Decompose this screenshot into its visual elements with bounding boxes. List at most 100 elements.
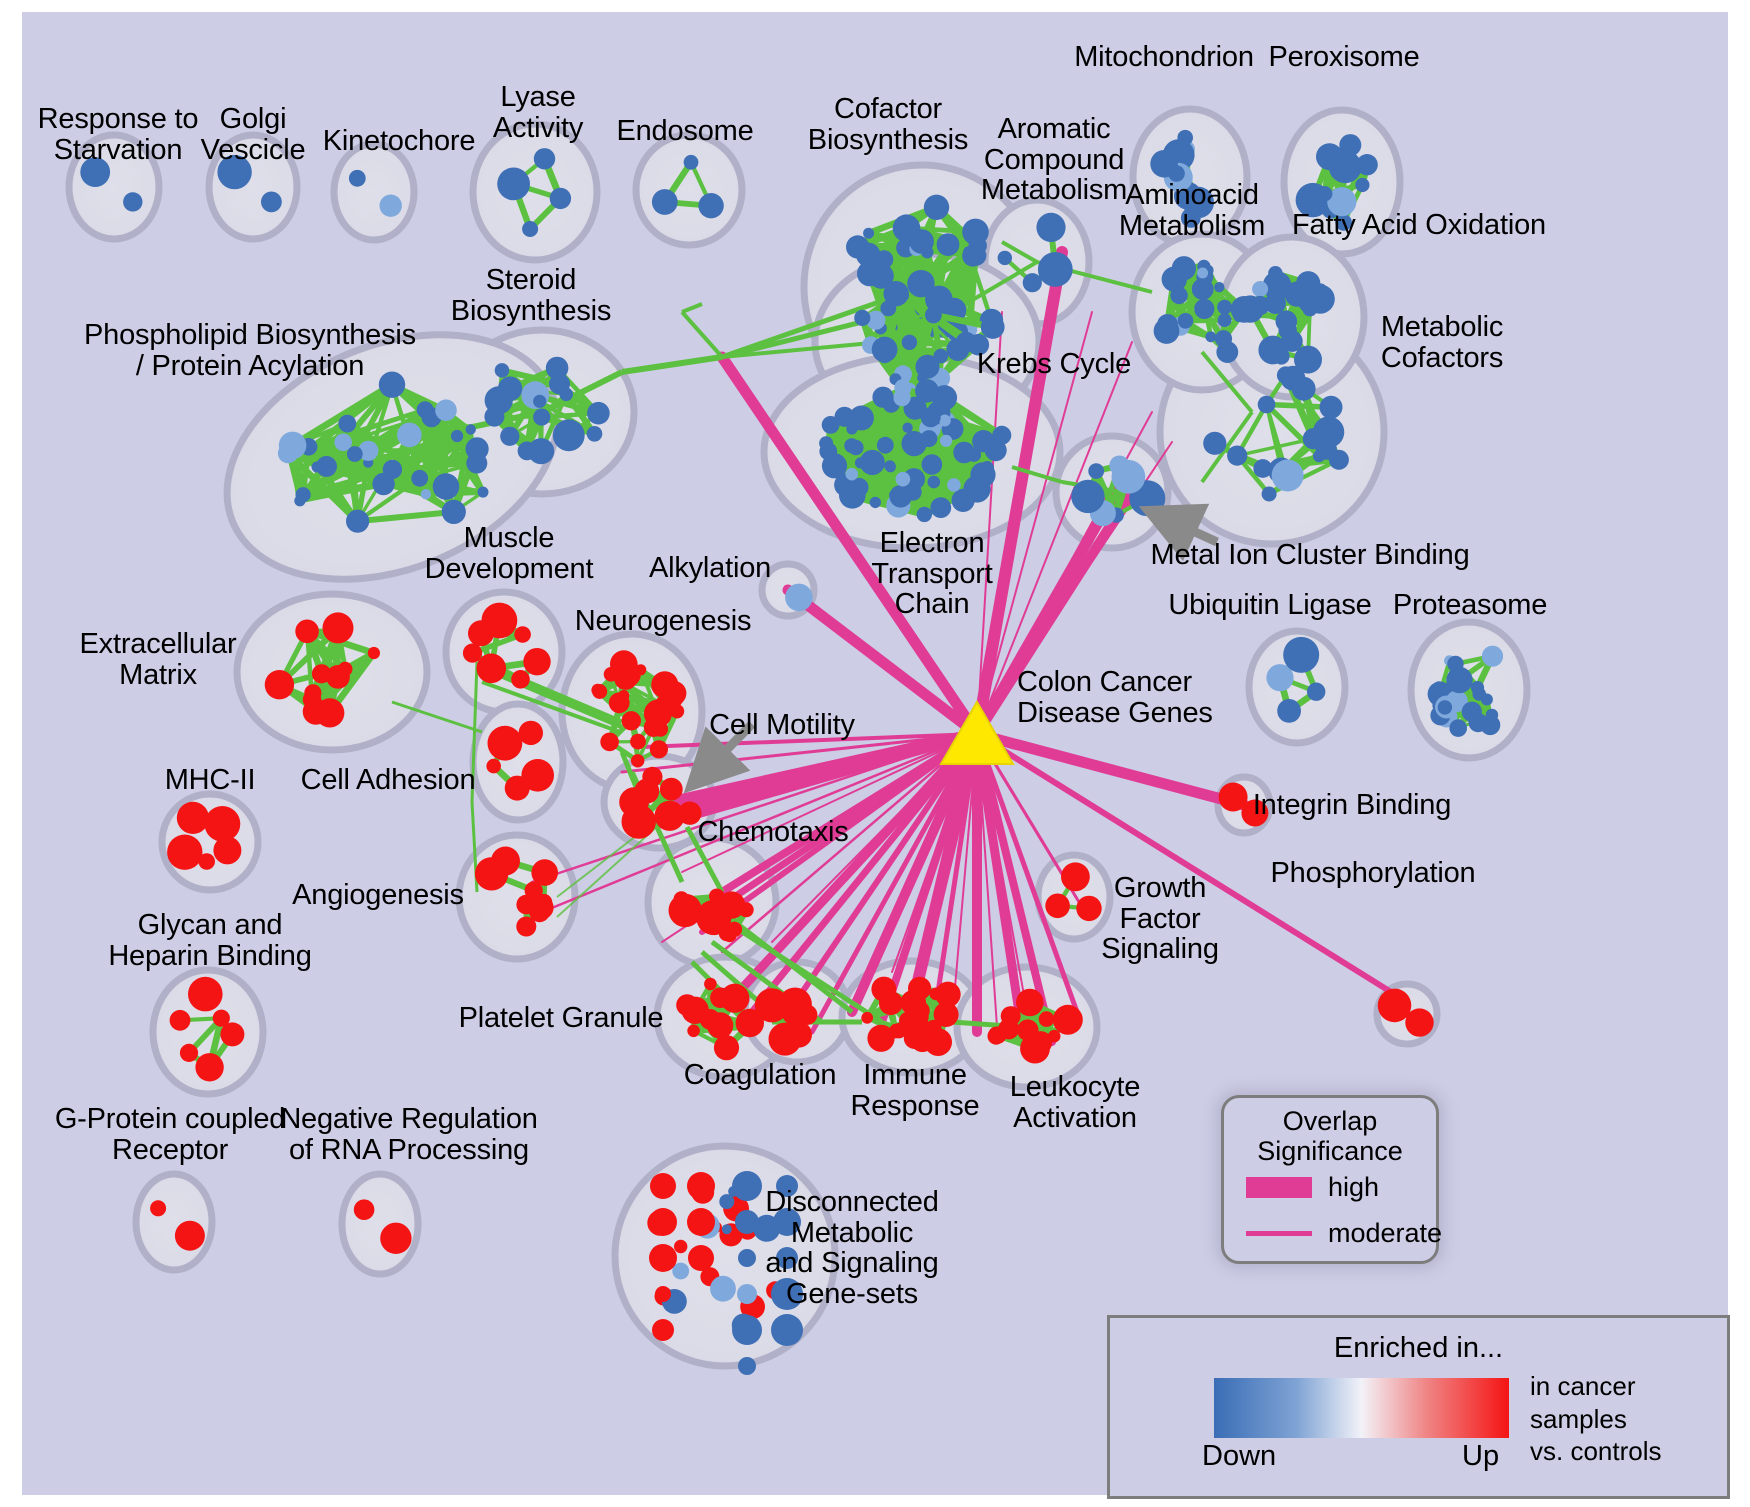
gene-set-node[interactable] [704,977,717,991]
gene-set-node[interactable] [346,446,363,462]
gene-set-node[interactable] [462,643,483,663]
gene-set-node[interactable] [863,227,875,239]
gene-set-node[interactable] [1281,330,1303,352]
gene-set-node[interactable] [379,194,402,217]
gene-set-node[interactable] [441,499,466,524]
gene-set-node[interactable] [1045,893,1070,919]
gene-set-node[interactable] [1266,664,1294,692]
hub-edge-high[interactable] [847,729,982,1017]
gene-set-node[interactable] [654,800,685,831]
gene-set-node[interactable] [504,775,530,801]
gene-set-node[interactable] [652,1319,674,1341]
gene-set-node[interactable] [484,386,513,415]
gene-set-node[interactable] [650,1173,676,1199]
gene-set-node[interactable] [785,583,813,612]
gene-set-node[interactable] [853,492,865,504]
gene-set-node[interactable] [123,192,143,212]
gene-set-node[interactable] [1157,314,1178,335]
gene-set-node[interactable] [80,157,111,188]
gene-set-node[interactable] [592,684,608,699]
gene-set-node[interactable] [720,983,750,1013]
gene-set-node[interactable] [1283,636,1320,673]
gene-set-node[interactable] [521,759,554,792]
gene-set-node[interactable] [1327,187,1357,217]
gene-set-node[interactable] [1319,395,1343,419]
gene-set-node[interactable] [278,431,307,460]
gene-set-node[interactable] [1485,708,1499,722]
gene-set-node[interactable] [1227,445,1248,466]
hub-edge-moderate[interactable] [720,732,979,954]
gene-set-node[interactable] [1217,299,1232,315]
gene-set-node[interactable] [896,289,909,302]
gene-set-node[interactable] [494,363,510,378]
gene-set-node[interactable] [856,242,881,267]
gene-set-node[interactable] [651,189,678,215]
gene-set-node[interactable] [643,699,672,728]
gene-set-node[interactable] [966,447,982,462]
gene-set-node[interactable] [867,1024,895,1052]
gene-set-node[interactable] [920,407,941,428]
gene-set-node[interactable] [1258,335,1288,365]
gene-set-node[interactable] [947,478,961,492]
gene-set-node[interactable] [884,460,896,472]
gene-set-node[interactable] [735,1210,759,1234]
gene-set-node[interactable] [264,670,295,700]
gene-set-node[interactable] [655,1286,671,1302]
cluster-shape-negative-regulation-rna[interactable] [338,1170,422,1278]
gene-set-node[interactable] [717,891,746,919]
cluster-shape-ubiquitin-ligase[interactable] [1245,627,1349,747]
gene-set-node[interactable] [176,801,209,835]
gene-set-node[interactable] [380,1222,412,1255]
gene-set-node[interactable] [621,711,641,731]
gene-set-node[interactable] [465,437,489,461]
gene-set-node[interactable] [353,1199,375,1220]
gene-set-node[interactable] [930,497,952,518]
gene-set-node[interactable] [651,671,679,699]
gene-set-node[interactable] [670,694,683,707]
gene-set-node[interactable] [738,1249,756,1267]
gene-set-node[interactable] [854,309,871,326]
gene-set-node[interactable] [861,1011,874,1024]
gene-set-node[interactable] [1076,895,1102,922]
gene-set-node[interactable] [737,1284,757,1304]
gene-set-node[interactable] [908,976,932,1000]
gene-set-node[interactable] [1257,395,1276,414]
hub-edge-moderate[interactable] [951,733,978,1023]
gene-set-node[interactable] [465,424,476,435]
gene-set-node[interactable] [295,619,319,644]
gene-set-node[interactable] [1355,177,1370,193]
gene-set-node[interactable] [771,1314,803,1346]
gene-set-node[interactable] [1036,212,1066,242]
gene-set-node[interactable] [311,461,323,473]
gene-set-node[interactable] [531,859,558,886]
gene-set-node[interactable] [1252,281,1269,297]
gene-set-node[interactable] [1197,267,1209,279]
cluster-shape-cell-adhesion[interactable] [469,700,567,824]
gene-set-node[interactable] [1302,428,1324,450]
gene-set-node[interactable] [174,1220,205,1251]
gene-set-node[interactable] [710,1275,736,1302]
gene-set-node[interactable] [1377,988,1412,1023]
gene-set-node[interactable] [1205,331,1217,343]
gene-set-node[interactable] [1177,313,1194,329]
gene-set-node[interactable] [1171,256,1196,281]
gene-set-node[interactable] [586,426,603,442]
gene-set-node[interactable] [992,425,1012,445]
gene-set-node[interactable] [220,1022,245,1047]
gene-set-node[interactable] [322,612,354,644]
gene-set-node[interactable] [630,733,646,750]
gene-set-node[interactable] [859,449,885,476]
gene-set-node[interactable] [912,270,935,293]
gene-set-node[interactable] [790,1000,805,1016]
colon-cancer-disease-genes-hub-node[interactable] [939,700,1015,765]
gene-set-node[interactable] [935,981,961,1008]
gene-set-node[interactable] [212,1009,230,1027]
gene-set-node[interactable] [511,670,530,689]
gene-set-node[interactable] [533,408,551,426]
hub-edge-moderate[interactable] [771,733,978,943]
gene-set-node[interactable] [1016,988,1044,1017]
gene-set-node[interactable] [940,434,953,447]
gene-set-node[interactable] [1268,266,1283,281]
gene-set-node[interactable] [888,1025,902,1039]
hub-edge-high[interactable] [657,729,982,829]
